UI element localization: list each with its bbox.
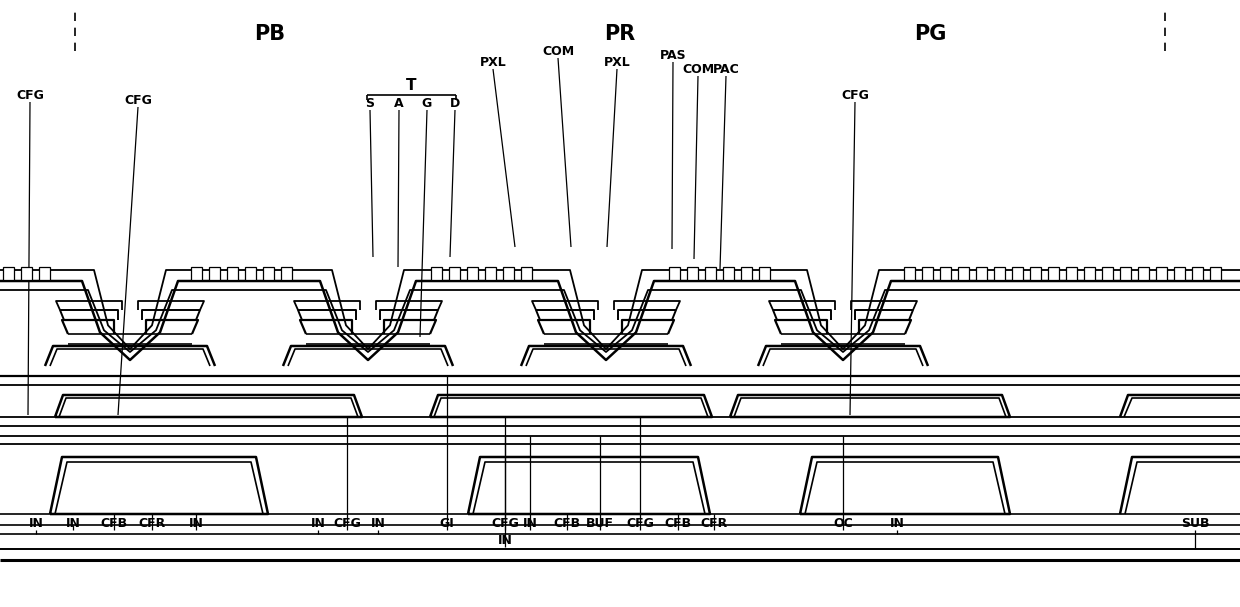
Bar — [687, 267, 698, 280]
Text: CFB: CFB — [553, 517, 580, 530]
Bar — [1156, 267, 1167, 280]
Bar — [1174, 267, 1185, 280]
Bar — [449, 267, 460, 280]
Text: CFB: CFB — [665, 517, 692, 530]
Text: CFB: CFB — [100, 517, 128, 530]
Text: CFG: CFG — [841, 89, 869, 102]
Bar — [923, 267, 932, 280]
Bar — [1120, 267, 1131, 280]
Text: IN: IN — [522, 517, 537, 530]
Bar — [1066, 267, 1078, 280]
Bar — [281, 267, 291, 280]
Text: PB: PB — [254, 24, 285, 44]
Bar — [227, 267, 238, 280]
Bar — [959, 267, 968, 280]
Bar — [976, 267, 987, 280]
Bar — [1138, 267, 1149, 280]
Text: OC: OC — [833, 517, 853, 530]
Text: IN: IN — [29, 517, 43, 530]
Text: CFG: CFG — [124, 94, 153, 107]
Text: G: G — [422, 97, 432, 110]
Bar — [246, 267, 255, 280]
Bar — [1030, 267, 1042, 280]
Text: IN: IN — [889, 517, 904, 530]
Text: S: S — [366, 97, 374, 110]
Text: COM: COM — [542, 45, 574, 58]
Bar — [21, 267, 32, 280]
Text: PR: PR — [604, 24, 636, 44]
Bar — [1102, 267, 1114, 280]
Bar — [521, 267, 532, 280]
Bar — [940, 267, 951, 280]
Bar — [485, 267, 496, 280]
Text: PG: PG — [914, 24, 946, 44]
Bar — [503, 267, 515, 280]
Bar — [1192, 267, 1203, 280]
Text: COM: COM — [682, 63, 714, 76]
Text: BUF: BUF — [587, 517, 614, 530]
Text: SUB: SUB — [1180, 517, 1209, 530]
Bar — [467, 267, 477, 280]
Text: IN: IN — [497, 534, 512, 547]
Bar — [759, 267, 770, 280]
Bar — [1048, 267, 1059, 280]
Bar — [1012, 267, 1023, 280]
Text: PAS: PAS — [660, 49, 686, 62]
Text: CFR: CFR — [139, 517, 166, 530]
Text: PXL: PXL — [480, 56, 506, 69]
Text: CFG: CFG — [334, 517, 361, 530]
Text: CFG: CFG — [491, 517, 518, 530]
Text: D: D — [450, 97, 460, 110]
Text: GI: GI — [440, 517, 454, 530]
Text: IN: IN — [310, 517, 325, 530]
Bar — [723, 267, 734, 280]
Text: PAC: PAC — [713, 63, 739, 76]
Text: IN: IN — [371, 517, 386, 530]
Bar — [263, 267, 274, 280]
Bar — [706, 267, 715, 280]
Text: CFG: CFG — [16, 89, 43, 102]
Bar — [742, 267, 751, 280]
Text: CFR: CFR — [701, 517, 728, 530]
Bar — [210, 267, 219, 280]
Bar — [191, 267, 202, 280]
Bar — [904, 267, 915, 280]
Text: IN: IN — [188, 517, 203, 530]
Bar — [994, 267, 1004, 280]
Text: IN: IN — [66, 517, 81, 530]
Text: T: T — [405, 78, 417, 93]
Bar — [38, 267, 50, 280]
Bar — [1210, 267, 1221, 280]
Text: A: A — [394, 97, 404, 110]
Bar — [2, 267, 14, 280]
Text: PXL: PXL — [604, 56, 630, 69]
Bar — [432, 267, 441, 280]
Text: CFG: CFG — [626, 517, 653, 530]
Bar — [1084, 267, 1095, 280]
Bar — [670, 267, 680, 280]
